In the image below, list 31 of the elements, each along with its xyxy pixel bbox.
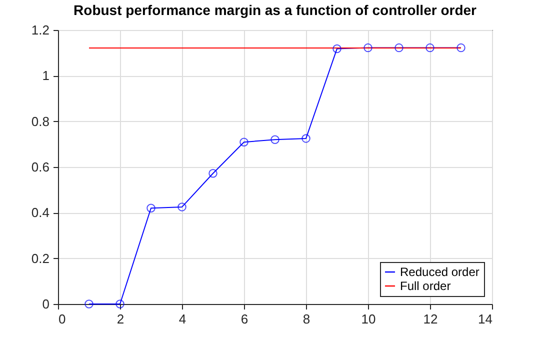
point xyxy=(178,202,186,212)
y-tick-label: 1.2 xyxy=(31,22,50,38)
point xyxy=(270,135,280,144)
chart-title: Robust performance margin as a function of controller order xyxy=(74,2,478,18)
x-tick-label: 4 xyxy=(178,312,186,326)
y-tick-label: 0 xyxy=(42,296,50,312)
x-tick-label: 0 xyxy=(58,312,66,326)
point xyxy=(302,134,310,143)
x-tick-label: 2 xyxy=(116,312,124,326)
point xyxy=(426,43,434,52)
point xyxy=(84,300,94,308)
point xyxy=(364,43,372,52)
y-tick-label: 0.6 xyxy=(31,160,50,174)
x-tick-label: 12 xyxy=(423,312,438,326)
y-tick-label: 0.8 xyxy=(31,114,50,129)
x-tick-label: 14 xyxy=(478,312,492,326)
point xyxy=(116,300,124,308)
point xyxy=(208,169,218,178)
point xyxy=(240,138,248,146)
x-tick-label: 8 xyxy=(302,312,310,326)
point xyxy=(394,43,404,52)
point xyxy=(456,43,466,52)
x-tick-label: 6 xyxy=(240,312,248,326)
x-tick-label: 10 xyxy=(361,312,376,326)
legend-label: Reduced order xyxy=(400,265,480,279)
y-tick-label: 0.4 xyxy=(31,205,50,220)
y-tick-label: 0.2 xyxy=(31,250,50,266)
point xyxy=(146,204,156,212)
legend-label: Full order xyxy=(400,279,451,293)
y-tick-label: 1 xyxy=(42,68,50,84)
point xyxy=(332,44,342,54)
